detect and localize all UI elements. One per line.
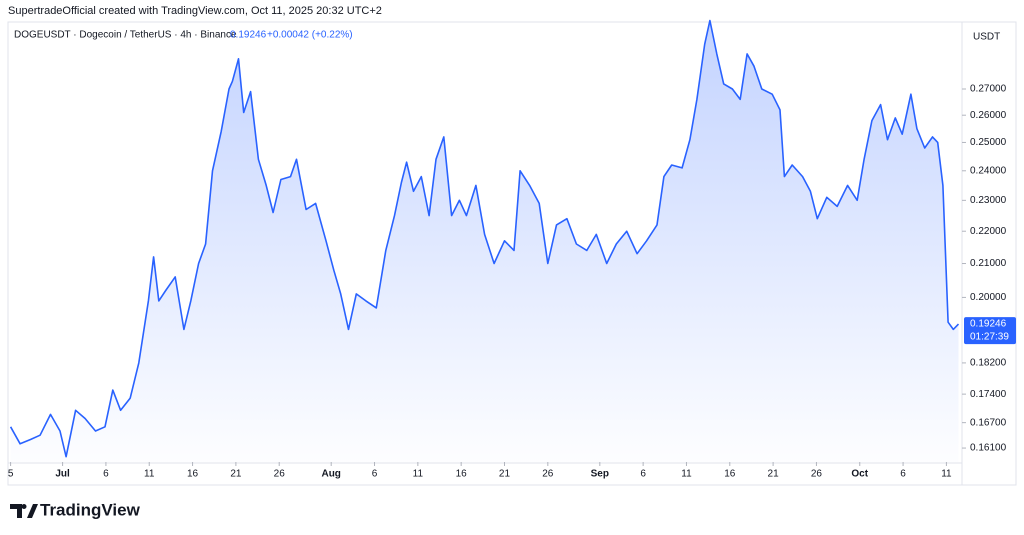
- x-tick-label: 26: [274, 469, 286, 480]
- y-tick-label: 0.23000: [970, 195, 1007, 206]
- x-tick-label: 5: [8, 469, 14, 480]
- chart-frame: [7, 21, 1017, 486]
- logo-icon: [10, 504, 38, 518]
- x-tick-label: 21: [499, 469, 511, 480]
- x-tick-label: 6: [103, 469, 109, 480]
- x-tick-label: Oct: [851, 469, 868, 480]
- x-tick-label: 26: [811, 469, 823, 480]
- x-tick-label: 11: [413, 469, 424, 480]
- x-tick-label: 26: [542, 469, 554, 480]
- x-tick-label: 6: [372, 469, 378, 480]
- x-tick-label: 21: [230, 469, 242, 480]
- y-tick-label: 0.22000: [970, 226, 1007, 237]
- last-price-badge: [964, 317, 1016, 345]
- x-tick-label: 6: [900, 469, 906, 480]
- y-tick-label: 0.18200: [970, 358, 1007, 369]
- symbol: DOGEUSDT · Dogecoin / TetherUS · 4h · Bi…: [14, 30, 237, 41]
- last-price-label: 0.19246: [970, 319, 1007, 330]
- x-tick-label: 6: [640, 469, 646, 480]
- y-tick-label: 0.20000: [970, 292, 1007, 303]
- watermark: SupertradeOfficial created with TradingV…: [8, 5, 382, 17]
- y-tick-label: 0.24000: [970, 165, 1007, 176]
- price-line: [9, 19, 960, 458]
- x-tick-label: 11: [144, 469, 155, 480]
- logo: TradingView: [10, 500, 141, 519]
- y-tick-label: 0.16100: [970, 443, 1007, 454]
- countdown: 01:27:39: [970, 332, 1009, 343]
- x-tick-label: 11: [681, 469, 692, 480]
- x-tick-label: Aug: [321, 469, 340, 480]
- x-tick-label: 16: [724, 469, 736, 480]
- change: +0.00042 (+0.22%): [267, 30, 353, 41]
- x-tick-label: 16: [456, 469, 468, 480]
- y-tick-label: 0.27000: [970, 84, 1007, 95]
- x-tick-label: Sep: [591, 469, 609, 480]
- x-tick-label: 16: [187, 469, 199, 480]
- logo-text: TradingView: [40, 500, 141, 519]
- y-tick-label: 0.25000: [970, 137, 1007, 148]
- y-tick-label: 0.26000: [970, 110, 1007, 121]
- x-tick-label: 21: [768, 469, 780, 480]
- y-tick-label: 0.16700: [970, 417, 1007, 428]
- x-tick-label: Jul: [55, 469, 70, 480]
- y-tick-label: 0.17400: [970, 389, 1007, 400]
- area-fill: [10, 20, 959, 462]
- x-tick-label: 11: [941, 469, 952, 480]
- currency: USDT: [973, 32, 1000, 43]
- price: 0.19246: [230, 30, 267, 41]
- y-tick-label: 0.21000: [970, 258, 1007, 269]
